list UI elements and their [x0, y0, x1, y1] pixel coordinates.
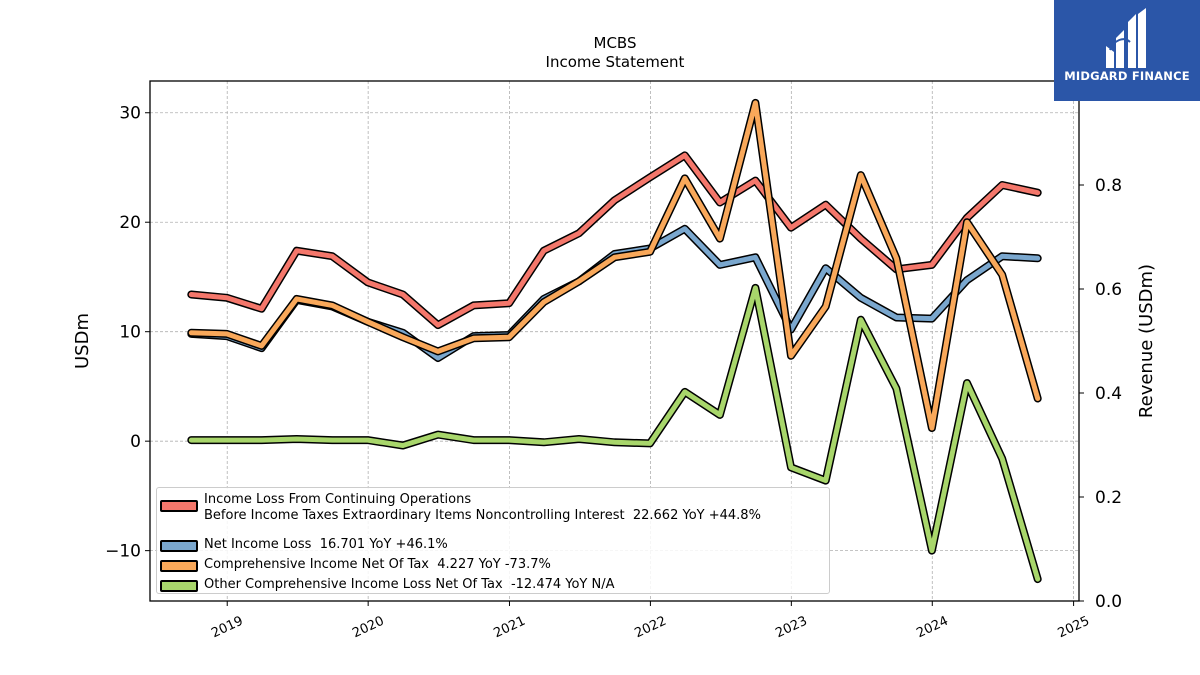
- legend-swatch: [160, 580, 198, 592]
- legend-item-0: Income Loss From Continuing Operations B…: [157, 492, 829, 526]
- brand-logo: MIDGARD FINANCE: [1054, 0, 1200, 101]
- x-tick-label: 2023: [773, 614, 809, 642]
- y-tick-label: −10: [105, 542, 141, 562]
- chart-subtitle: Income Statement: [546, 53, 685, 71]
- legend: Income Loss From Continuing Operations B…: [156, 487, 830, 594]
- legend-item-2: Comprehensive Income Net Of Tax 4.227 Yo…: [157, 557, 829, 575]
- logo-mark-icon: [1106, 8, 1146, 68]
- y-tick-label: 10: [119, 323, 141, 343]
- legend-label: Net Income Loss 16.701 YoY +46.1%: [204, 537, 448, 552]
- series-lines: [187, 98, 1042, 584]
- y-axis-right: 0.0 0.2 0.4 0.6 0.8: [1079, 176, 1122, 612]
- legend-swatch: [160, 540, 198, 552]
- series-line-2: [188, 100, 1041, 431]
- x-tick-label: 2024: [914, 614, 950, 642]
- legend-item-3: Other Comprehensive Income Loss Net Of T…: [157, 577, 829, 595]
- chart-title: MCBS: [594, 34, 637, 52]
- legend-label: Income Loss From Continuing Operations B…: [204, 492, 761, 523]
- series-line-3: [188, 285, 1041, 582]
- legend-label: Comprehensive Income Net Of Tax 4.227 Yo…: [204, 557, 551, 572]
- legend-swatch: [160, 500, 198, 512]
- y-axis-label: USDm: [72, 313, 93, 369]
- x-tick-label: 2021: [492, 614, 528, 642]
- x-tick-label: 2022: [632, 614, 668, 642]
- y-tick-label: 20: [119, 213, 141, 233]
- y-axis-left: −10 0 10 20 30: [105, 104, 150, 562]
- y-axis-label-right: Revenue (USDm): [1136, 264, 1157, 418]
- x-tick-label: 2019: [209, 614, 245, 642]
- y-tick-label-right: 0.4: [1095, 384, 1122, 404]
- y-tick-label-right: 0.0: [1095, 592, 1122, 612]
- y-tick-label-right: 0.8: [1095, 176, 1122, 196]
- y-tick-label-right: 0.2: [1095, 488, 1122, 508]
- logo-text: MIDGARD FINANCE: [1064, 69, 1190, 83]
- y-tick-label-right: 0.6: [1095, 280, 1122, 300]
- legend-label: Other Comprehensive Income Loss Net Of T…: [204, 577, 615, 592]
- x-tick-label: 2025: [1056, 614, 1092, 642]
- x-axis: 2019 2020 2021 2022 2023 2024 2025: [209, 601, 1092, 641]
- plot-frame: [149, 80, 1080, 602]
- legend-item-1: Net Income Loss 16.701 YoY +46.1%: [157, 537, 829, 555]
- x-tick-label: 2020: [350, 614, 386, 642]
- y-tick-label: 0: [130, 432, 141, 452]
- legend-swatch: [160, 560, 198, 572]
- y-tick-label: 30: [119, 104, 141, 124]
